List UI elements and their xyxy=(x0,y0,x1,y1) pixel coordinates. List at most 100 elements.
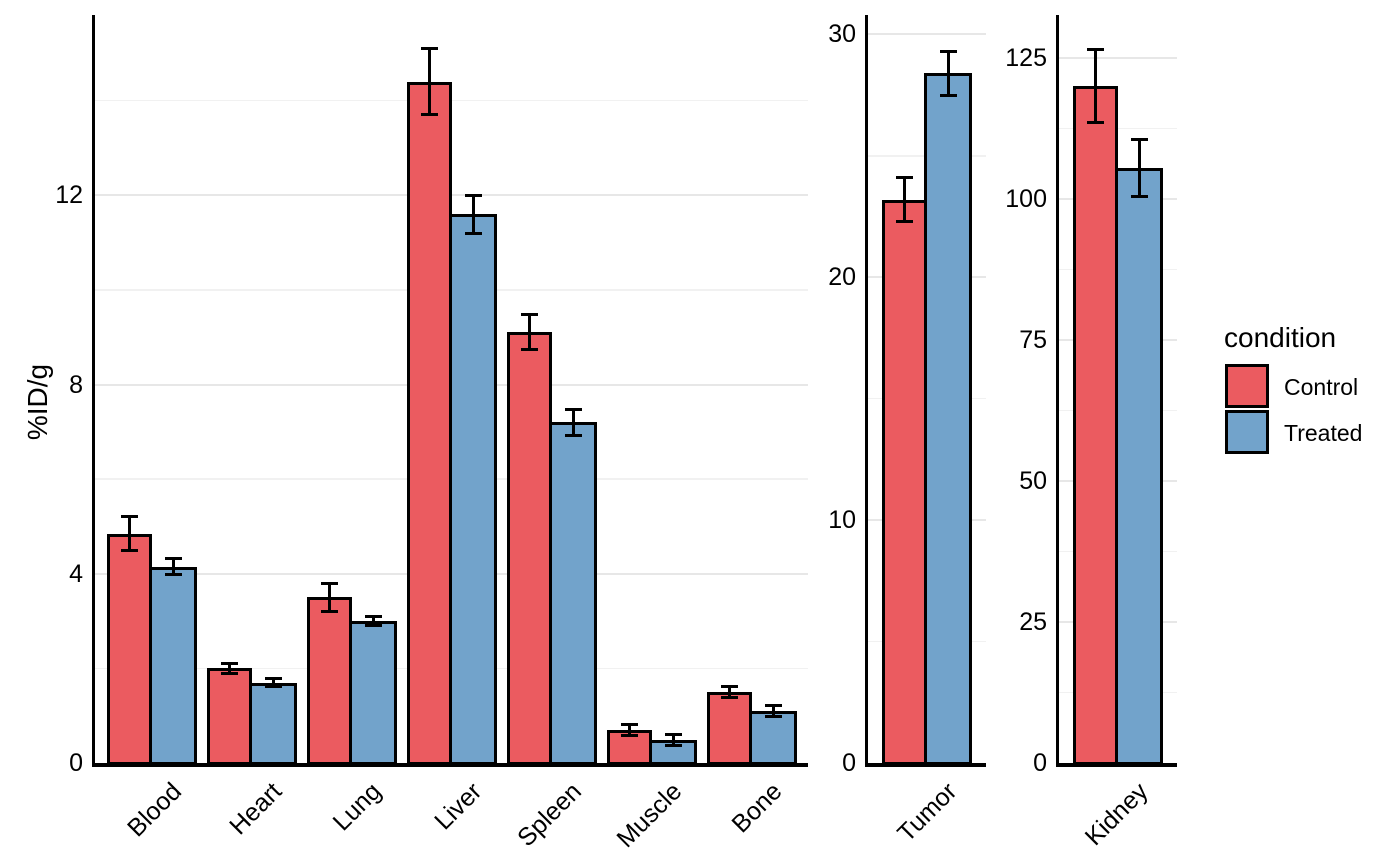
error-cap-top xyxy=(664,733,682,737)
bar-control-kidney xyxy=(1073,86,1118,765)
x-label-spleen: Spleen xyxy=(512,777,588,853)
error-bar-control-liver xyxy=(428,48,431,115)
error-cap-bottom xyxy=(896,219,913,223)
error-bar-treated-kidney xyxy=(1137,139,1141,197)
y-axis-line-kidney xyxy=(1056,15,1059,767)
y-tick-label-8: 8 xyxy=(69,370,83,399)
error-bar-treated-lung xyxy=(371,616,375,626)
y-tick-label-12: 12 xyxy=(55,181,83,210)
y-tick-label-0: 0 xyxy=(69,749,83,777)
bar-control-liver xyxy=(407,81,452,765)
error-cap-bottom xyxy=(621,734,638,738)
error-cap-top xyxy=(564,408,582,412)
bar-control-lung xyxy=(307,597,352,765)
error-cap-top xyxy=(721,684,738,688)
y-tick-label-20: 20 xyxy=(828,263,856,292)
major-gridline-125 xyxy=(1059,56,1177,59)
error-cap-top xyxy=(221,662,238,666)
error-bar-control-kidney xyxy=(1094,49,1097,123)
error-bar-treated-spleen xyxy=(571,409,575,436)
y-tick-label-10: 10 xyxy=(828,506,856,535)
error-cap-bottom xyxy=(264,684,282,688)
x-label-blood: Blood xyxy=(122,777,188,843)
error-cap-top xyxy=(1130,138,1148,142)
error-cap-bottom xyxy=(464,231,482,235)
y-tick-label-0: 0 xyxy=(1033,749,1047,777)
bar-treated-tumor xyxy=(924,73,972,765)
error-bar-treated-liver xyxy=(471,195,475,234)
error-cap-bottom xyxy=(721,696,738,700)
error-cap-top xyxy=(364,614,382,618)
error-bar-control-blood xyxy=(128,516,131,551)
minor-gridline-112.5 xyxy=(1059,127,1177,130)
y-tick-label-50: 50 xyxy=(1019,466,1047,495)
error-cap-bottom xyxy=(939,93,957,97)
error-cap-bottom xyxy=(1087,121,1104,125)
error-bar-control-spleen xyxy=(528,314,531,350)
error-cap-top xyxy=(164,557,182,561)
error-cap-bottom xyxy=(421,113,438,117)
x-axis-line-kidney xyxy=(1056,763,1177,767)
bar-treated-blood xyxy=(149,566,197,765)
error-bar-treated-bone xyxy=(771,705,775,717)
error-cap-bottom xyxy=(521,348,538,352)
y-tick-label-100: 100 xyxy=(1005,184,1047,213)
x-axis-line-organs xyxy=(92,763,808,767)
error-bar-control-bone xyxy=(728,686,731,698)
legend-label-control: Control xyxy=(1284,374,1359,400)
y-axis-title: %ID/g xyxy=(22,363,53,441)
error-cap-top xyxy=(764,703,782,707)
error-bar-control-muscle xyxy=(628,724,631,736)
y-axis-line-organs xyxy=(92,15,95,767)
error-cap-top xyxy=(264,677,282,681)
bar-treated-liver xyxy=(449,214,497,765)
error-cap-bottom xyxy=(321,610,338,614)
y-tick-label-30: 30 xyxy=(828,20,856,49)
bar-control-bone xyxy=(707,692,752,765)
error-cap-bottom xyxy=(121,548,138,552)
y-tick-label-4: 4 xyxy=(69,559,83,588)
error-cap-bottom xyxy=(164,573,182,577)
error-bar-control-tumor xyxy=(903,177,906,222)
error-cap-bottom xyxy=(364,624,382,628)
y-tick-label-125: 125 xyxy=(1005,43,1047,72)
error-bar-treated-tumor xyxy=(946,51,950,96)
error-cap-top xyxy=(321,581,338,585)
error-bar-control-lung xyxy=(328,583,331,612)
error-cap-top xyxy=(939,49,957,53)
bar-control-blood xyxy=(107,533,152,765)
error-bar-treated-blood xyxy=(171,558,175,575)
bar-control-spleen xyxy=(507,332,552,765)
error-cap-top xyxy=(121,515,138,519)
x-label-tumor: Tumor xyxy=(891,777,963,848)
x-label-kidney: Kidney xyxy=(1079,777,1154,852)
error-cap-bottom xyxy=(1130,194,1148,198)
x-label-heart: Heart xyxy=(224,777,288,841)
x-label-muscle: Muscle xyxy=(611,777,688,854)
x-label-lung: Lung xyxy=(327,777,388,837)
error-cap-bottom xyxy=(664,744,682,748)
error-bar-control-heart xyxy=(228,663,231,674)
error-cap-top xyxy=(621,722,638,726)
error-bar-treated-muscle xyxy=(671,734,675,746)
y-tick-label-0: 0 xyxy=(842,749,856,777)
error-cap-bottom xyxy=(221,671,238,675)
x-label-liver: Liver xyxy=(428,777,488,836)
error-cap-top xyxy=(464,193,482,197)
x-axis-line-tumor xyxy=(865,763,986,767)
error-cap-top xyxy=(421,47,438,51)
bar-treated-spleen xyxy=(549,422,597,765)
error-cap-bottom xyxy=(764,715,782,719)
error-bar-treated-heart xyxy=(271,678,275,687)
y-tick-label-25: 25 xyxy=(1019,607,1047,636)
error-cap-bottom xyxy=(564,433,582,437)
bar-treated-heart xyxy=(249,682,297,765)
y-axis-line-tumor xyxy=(865,15,868,767)
legend-label-treated: Treated xyxy=(1284,420,1363,446)
bar-control-heart xyxy=(207,668,252,765)
error-cap-top xyxy=(1087,47,1104,51)
error-cap-top xyxy=(896,176,913,180)
x-label-bone: Bone xyxy=(726,777,788,839)
error-cap-top xyxy=(521,313,538,317)
